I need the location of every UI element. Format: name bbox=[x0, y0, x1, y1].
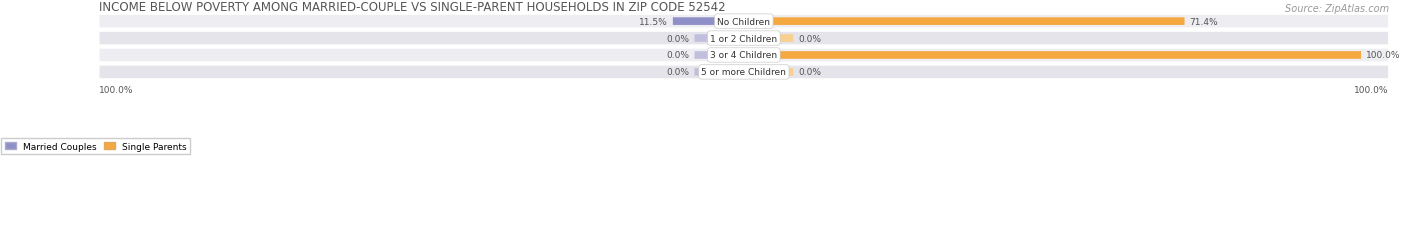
Text: 100.0%: 100.0% bbox=[1367, 51, 1400, 60]
FancyBboxPatch shape bbox=[744, 69, 793, 76]
Text: 11.5%: 11.5% bbox=[640, 18, 668, 27]
FancyBboxPatch shape bbox=[744, 52, 1361, 60]
FancyBboxPatch shape bbox=[98, 32, 1389, 46]
Text: 0.0%: 0.0% bbox=[666, 51, 689, 60]
Text: 0.0%: 0.0% bbox=[666, 34, 689, 43]
Text: 0.0%: 0.0% bbox=[799, 68, 821, 77]
Legend: Married Couples, Single Parents: Married Couples, Single Parents bbox=[1, 139, 190, 155]
Text: No Children: No Children bbox=[717, 18, 770, 27]
Text: 5 or more Children: 5 or more Children bbox=[702, 68, 786, 77]
Text: 0.0%: 0.0% bbox=[666, 68, 689, 77]
FancyBboxPatch shape bbox=[695, 35, 744, 43]
FancyBboxPatch shape bbox=[98, 49, 1389, 63]
Text: Source: ZipAtlas.com: Source: ZipAtlas.com bbox=[1285, 4, 1389, 14]
Text: 3 or 4 Children: 3 or 4 Children bbox=[710, 51, 778, 60]
FancyBboxPatch shape bbox=[695, 52, 744, 60]
FancyBboxPatch shape bbox=[673, 18, 744, 26]
FancyBboxPatch shape bbox=[695, 69, 744, 76]
FancyBboxPatch shape bbox=[744, 18, 1184, 26]
FancyBboxPatch shape bbox=[744, 35, 793, 43]
Text: 1 or 2 Children: 1 or 2 Children bbox=[710, 34, 778, 43]
FancyBboxPatch shape bbox=[98, 66, 1389, 79]
FancyBboxPatch shape bbox=[98, 15, 1389, 29]
Text: 100.0%: 100.0% bbox=[98, 85, 134, 94]
Text: 100.0%: 100.0% bbox=[1354, 85, 1389, 94]
Text: INCOME BELOW POVERTY AMONG MARRIED-COUPLE VS SINGLE-PARENT HOUSEHOLDS IN ZIP COD: INCOME BELOW POVERTY AMONG MARRIED-COUPL… bbox=[98, 1, 725, 14]
Text: 0.0%: 0.0% bbox=[799, 34, 821, 43]
Text: 71.4%: 71.4% bbox=[1189, 18, 1218, 27]
